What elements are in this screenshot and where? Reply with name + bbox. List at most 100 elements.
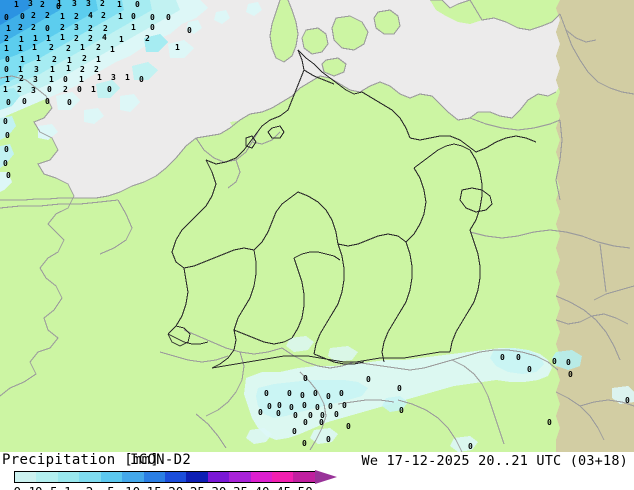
precip-value: 0 bbox=[63, 75, 68, 84]
tick-label-30: 30 bbox=[211, 484, 226, 490]
precip-value: 1 bbox=[33, 34, 38, 43]
precip-value: 0 bbox=[4, 13, 9, 22]
precip-value: 1 bbox=[67, 56, 72, 65]
precip-value: 0 bbox=[150, 13, 155, 22]
color-scale-swatches[interactable] bbox=[14, 471, 316, 483]
precip-value: 0 bbox=[6, 98, 11, 107]
legend-title: Precipitation [mm] bbox=[2, 452, 160, 468]
color-swatch-13 bbox=[293, 472, 315, 482]
precip-value: 0 bbox=[3, 159, 8, 168]
precip-value: 0 bbox=[45, 97, 50, 106]
precip-value: 0 bbox=[135, 0, 140, 9]
precip-value: 1 bbox=[131, 23, 136, 32]
color-scale-overflow-arrow bbox=[315, 470, 337, 484]
tick-label-10: 10 bbox=[125, 484, 140, 490]
precip-value: 0 bbox=[67, 98, 72, 107]
precip-value: 2 bbox=[94, 65, 99, 74]
precip-value: 2 bbox=[49, 43, 54, 52]
tick-label-25: 25 bbox=[190, 484, 205, 490]
precip-value: 2 bbox=[74, 12, 79, 21]
precip-value: 1 bbox=[14, 0, 19, 9]
precip-value: 0 bbox=[566, 358, 571, 367]
precip-value: 0 bbox=[366, 375, 371, 384]
precip-value: 0 bbox=[300, 391, 305, 400]
precip-value: 2 bbox=[4, 34, 9, 43]
precip-value: 2 bbox=[145, 34, 150, 43]
precip-value: 0 bbox=[292, 427, 297, 436]
precip-value: 1 bbox=[20, 55, 25, 64]
precip-value: 1 bbox=[49, 75, 54, 84]
precip-value: 3 bbox=[34, 65, 39, 74]
precip-value: 3 bbox=[86, 0, 91, 8]
precip-value: 1 bbox=[117, 0, 122, 9]
color-swatch-10 bbox=[229, 472, 251, 482]
precip-value: 0 bbox=[293, 411, 298, 420]
precip-value: 0 bbox=[320, 411, 325, 420]
precip-value: 0 bbox=[277, 401, 282, 410]
precip-value: 1 bbox=[60, 33, 65, 42]
precip-value: 1 bbox=[6, 24, 11, 33]
color-swatch-5 bbox=[122, 472, 144, 482]
precip-value: 0 bbox=[4, 65, 9, 74]
color-scale[interactable] bbox=[14, 470, 337, 484]
precip-value: 0 bbox=[150, 23, 155, 32]
precip-value: 3 bbox=[33, 75, 38, 84]
precip-value: 0 bbox=[22, 97, 27, 106]
precip-value: 0 bbox=[399, 406, 404, 415]
precip-value: 0 bbox=[56, 2, 61, 11]
precip-value: 0 bbox=[258, 408, 263, 417]
precip-value: 1 bbox=[50, 65, 55, 74]
tick-label-5: 5 bbox=[107, 484, 115, 490]
precip-value: 3 bbox=[72, 0, 77, 8]
tick-label-50: 50 bbox=[298, 484, 313, 490]
precip-value: 0 bbox=[303, 374, 308, 383]
precip-value: 2 bbox=[88, 24, 93, 33]
color-swatch-1 bbox=[36, 472, 58, 482]
precip-value: 1 bbox=[60, 12, 65, 21]
precip-value: 0 bbox=[47, 85, 52, 94]
tick-label-0.1: 0.1 bbox=[13, 484, 36, 490]
precip-value: 4 bbox=[102, 33, 107, 42]
germany-southern-border bbox=[211, 351, 450, 369]
precip-value: 2 bbox=[66, 44, 71, 53]
precip-value: 2 bbox=[40, 0, 45, 9]
precip-value: 2 bbox=[100, 0, 105, 8]
precip-value: 1 bbox=[18, 65, 23, 74]
precip-value: 0 bbox=[313, 389, 318, 398]
precip-value: 1 bbox=[97, 73, 102, 82]
precip-value: 0 bbox=[289, 403, 294, 412]
color-swatch-3 bbox=[79, 472, 101, 482]
precip-value: 2 bbox=[60, 23, 65, 32]
precip-value: 0 bbox=[397, 384, 402, 393]
precip-value: 0 bbox=[326, 392, 331, 401]
precip-value: 0 bbox=[516, 353, 521, 362]
precip-value: 0 bbox=[5, 55, 10, 64]
precip-value: 0 bbox=[308, 411, 313, 420]
precip-value: 0 bbox=[267, 402, 272, 411]
precip-value: 0 bbox=[264, 389, 269, 398]
country-borders bbox=[0, 0, 634, 452]
precip-value: 2 bbox=[31, 11, 36, 20]
precip-value: 0 bbox=[547, 418, 552, 427]
color-swatch-0 bbox=[15, 472, 37, 482]
precip-value: 2 bbox=[82, 54, 87, 63]
precip-value: 2 bbox=[45, 11, 50, 20]
precip-value: 0 bbox=[552, 357, 557, 366]
precip-value: 0 bbox=[4, 145, 9, 154]
outside-domain-region bbox=[556, 0, 634, 452]
precip-value: 0 bbox=[500, 353, 505, 362]
color-swatch-8 bbox=[186, 472, 208, 482]
precip-value: 0 bbox=[45, 24, 50, 33]
precip-value: 0 bbox=[107, 85, 112, 94]
precip-value: 0 bbox=[302, 439, 307, 448]
precip-value: 0 bbox=[568, 370, 573, 379]
precip-value: 0 bbox=[6, 171, 11, 180]
precip-value: 3 bbox=[111, 73, 116, 82]
precip-value: 2 bbox=[96, 43, 101, 52]
precip-value: 3 bbox=[74, 23, 79, 32]
precip-value: 1 bbox=[118, 12, 123, 21]
color-swatch-4 bbox=[100, 472, 123, 482]
precip-value: 0 bbox=[315, 403, 320, 412]
